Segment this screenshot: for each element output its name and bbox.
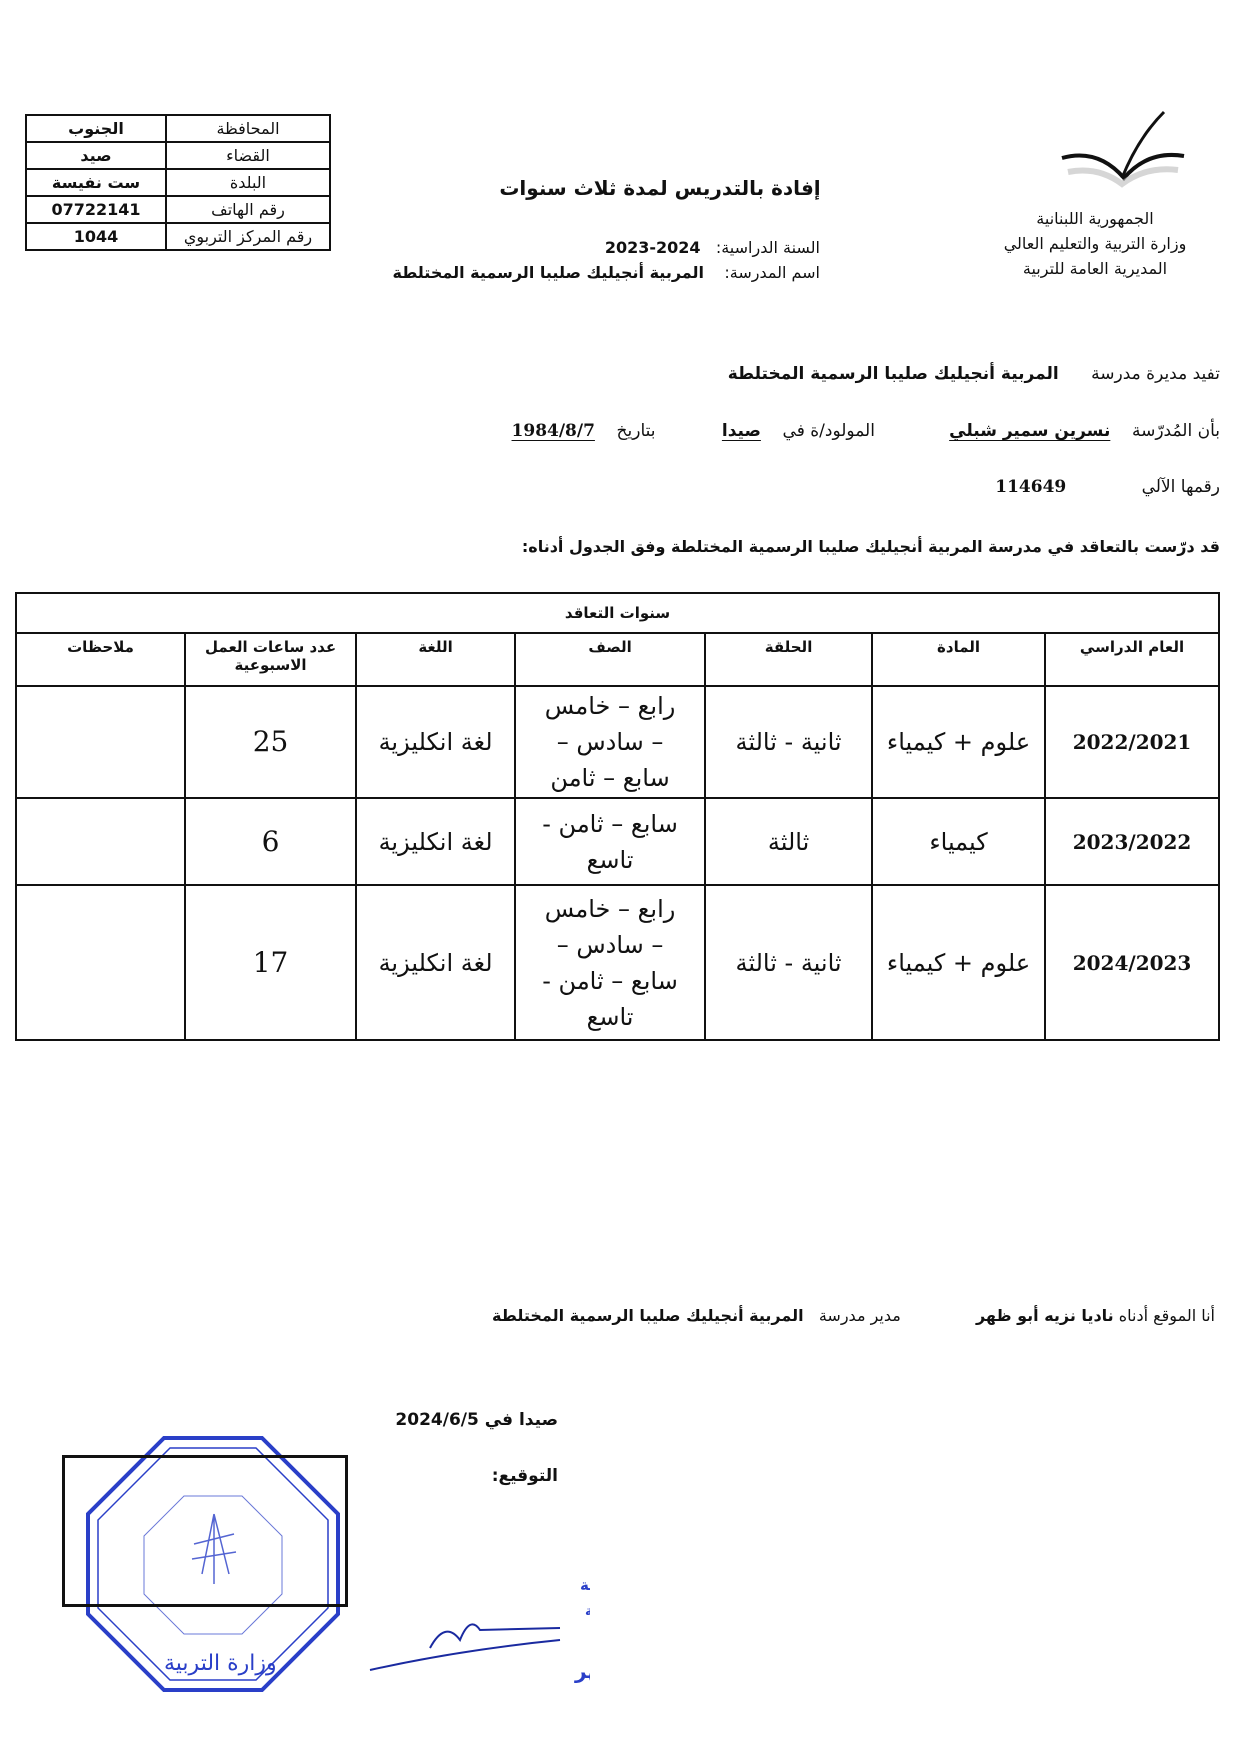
info-value: ست نفيسة: [25, 168, 167, 197]
body-line-1: تفيد مديرة مدرسة المربية أنجيليك صليبا ا…: [728, 364, 1220, 384]
info-value: 07722141: [25, 195, 167, 224]
signer-school: المربية أنجيليك صليبا الرسمية المختلطة: [492, 1306, 804, 1325]
school-name-label: اسم المدرسة:: [724, 263, 820, 282]
cell-cycle: ثانية - ثالثة: [704, 685, 874, 799]
header-cycle: الحلقة: [704, 632, 874, 687]
cell-year: 2022/2021: [1044, 685, 1221, 799]
signer-prefix: أنا الموقع أدناه: [1118, 1306, 1215, 1325]
school-year-label: السنة الدراسية:: [715, 238, 820, 257]
info-row: البلدة ست نفيسة: [25, 168, 331, 197]
birth-date-label: بتاريخ: [616, 421, 656, 441]
directorate-name: المديرية العامة للتربية: [1022, 259, 1168, 278]
cell-subject: كيمياء: [871, 797, 1047, 886]
info-row: رقم المركز التربوي 1044: [25, 222, 331, 251]
cell-language: لغة انكليزية: [355, 685, 517, 799]
cell-hours: 6: [184, 797, 358, 886]
teacher-name: نسرين سمير شبلي: [949, 421, 1111, 441]
cell-grade: رابع – خامس – سادس – سابع – ثامن: [514, 685, 707, 799]
teacher-label: بأن المُدرّسة: [1131, 421, 1220, 441]
school-year-line: السنة الدراسية: 2024-2023: [605, 238, 820, 257]
body-line-2: بأن المُدرّسة نسرين سمير شبلي المولود/ة …: [512, 421, 1220, 441]
cell-year: 2023/2022: [1044, 797, 1221, 886]
cell-cycle: ثانية - ثالثة: [704, 884, 874, 1041]
ministry-header: الجمهورية اللبنانية وزارة التربية والتعل…: [980, 206, 1210, 281]
info-label: القضاء: [165, 141, 331, 170]
cell-subject: علوم + كيمياء: [871, 884, 1047, 1041]
seal-text: وزارة التربية: [164, 1651, 277, 1676]
official-seal-icon: وزارة التربية: [86, 1436, 340, 1692]
header-notes: ملاحظات: [14, 632, 187, 687]
document-title: إفادة بالتدريس لمدة ثلاث سنوات: [499, 176, 821, 200]
cell-notes: [14, 884, 187, 1041]
contract-years-table: سنوات التعاقد العام الدراسي المادة الحلق…: [14, 592, 1221, 1041]
info-value: صيد: [25, 141, 167, 170]
info-row: المحافظة الجنوب: [25, 114, 331, 143]
id-value: 114649: [995, 477, 1067, 497]
header-language: اللغة: [355, 632, 517, 687]
school-name-line: اسم المدرسة: المربية أنجيليك صليبا الرسم…: [392, 263, 820, 282]
signer-name: ناديا نزيه أبو ظهر: [975, 1306, 1114, 1325]
svg-text:انجيليك صليبا الرسمية المختلطة: انجيليك صليبا الرسمية المختلطة: [585, 1604, 590, 1619]
birth-place-label: المولود/ة في: [782, 421, 875, 441]
table-row: 2023/2022 كيمياء ثالثة سابع – ثامن - تاس…: [14, 797, 1221, 886]
cell-notes: [14, 797, 187, 886]
header-hours: عدد ساعات العمل الاسبوعية: [184, 632, 358, 687]
header-grade: الصف: [514, 632, 707, 687]
ministry-name: وزارة التربية والتعليم العالي: [1003, 234, 1187, 253]
info-row: رقم الهاتف 07722141: [25, 195, 331, 224]
body-line-3: رقمها الآلي 114649: [995, 477, 1220, 497]
cell-subject: علوم + كيمياء: [871, 685, 1047, 799]
table-row: 2022/2021 علوم + كيمياء ثانية - ثالثة را…: [14, 685, 1221, 799]
table-header-row: العام الدراسي المادة الحلقة الصف اللغة ع…: [14, 632, 1221, 687]
header-year: العام الدراسي: [1044, 632, 1221, 687]
table-caption: سنوات التعاقد: [14, 592, 1221, 634]
svg-text:مديرة مدرسة المربية: مديرة مدرسة المربية: [580, 1576, 590, 1594]
cell-grade: سابع – ثامن - تاسع: [514, 797, 707, 886]
signature-label: التوقيع:: [491, 1466, 558, 1486]
cell-year: 2024/2023: [1044, 884, 1221, 1041]
info-value: الجنوب: [25, 114, 167, 143]
table-row: 2024/2023 علوم + كيمياء ثانية - ثالثة را…: [14, 884, 1221, 1041]
info-label: رقم المركز التربوي: [165, 222, 331, 251]
ministry-logo-icon: [1061, 110, 1185, 188]
cell-grade: رابع – خامس – سادس – سابع – ثامن - تاسع: [514, 884, 707, 1041]
birth-date: 1984/8/7: [511, 421, 595, 441]
signer-role: مدير مدرسة: [818, 1306, 901, 1325]
svg-text:ناديا نزيه أبو ظهر: ناديا نزيه أبو ظهر: [574, 1657, 590, 1683]
place-date: صيدا في 2024/6/5: [395, 1410, 558, 1430]
info-label: البلدة: [165, 168, 331, 197]
info-label: رقم الهاتف: [165, 195, 331, 224]
republic-name: الجمهورية اللبنانية: [1036, 209, 1154, 228]
redaction-box: [62, 1455, 348, 1607]
signer-line: أنا الموقع أدناه ناديا نزيه أبو ظهر مدير…: [492, 1306, 1215, 1325]
cell-language: لغة انكليزية: [355, 797, 517, 886]
cell-hours: 25: [184, 685, 358, 799]
info-value: 1044: [25, 222, 167, 251]
school-name-value: المربية أنجيليك صليبا الرسمية المختلطة: [392, 263, 704, 282]
info-table: المحافظة الجنوب القضاء صيد البلدة ست نفيسة …: [25, 114, 331, 251]
info-label: المحافظة: [165, 114, 331, 143]
cell-cycle: ثالثة: [704, 797, 874, 886]
info-row: القضاء صيد: [25, 141, 331, 170]
header-subject: المادة: [871, 632, 1047, 687]
cell-notes: [14, 685, 187, 799]
id-label: رقمها الآلي: [1141, 477, 1220, 497]
body-school-name: المربية أنجيليك صليبا الرسمية المختلطة: [727, 364, 1059, 384]
signature-stamp-icon: مديرة مدرسة المربية انجيليك صليبا الرسمي…: [369, 1576, 590, 1683]
school-year-value: 2024-2023: [604, 238, 701, 257]
body-line-4: قد درّست بالتعاقد في مدرسة المربية أنجيل…: [521, 537, 1220, 556]
cell-language: لغة انكليزية: [355, 884, 517, 1041]
body-prefix: تفيد مديرة مدرسة: [1091, 364, 1220, 384]
birth-place: صيدا: [721, 421, 761, 441]
cell-hours: 17: [184, 884, 358, 1041]
